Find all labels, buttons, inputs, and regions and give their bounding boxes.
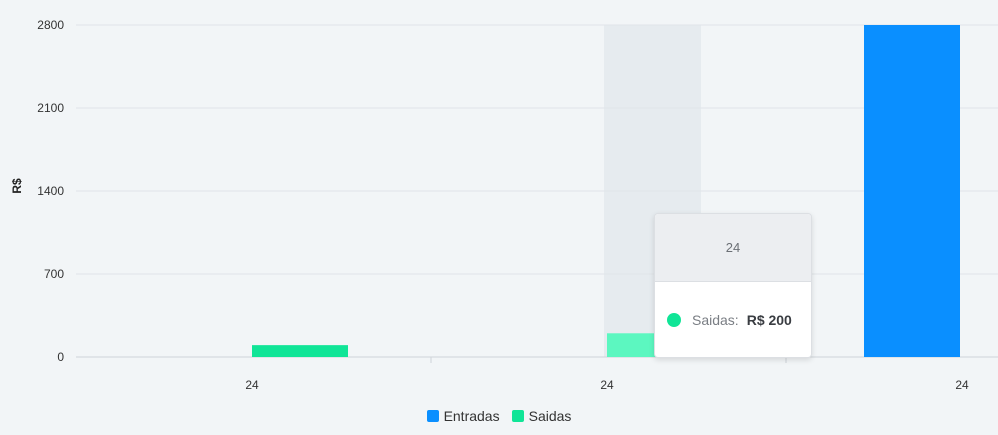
legend-label-saidas: Saidas — [528, 408, 572, 424]
y-tick-label: 1400 — [37, 184, 64, 198]
y-tick-label: 700 — [44, 267, 64, 281]
y-tick-label: 0 — [57, 350, 64, 364]
tooltip-title: 24 — [655, 214, 811, 282]
legend-item-entradas[interactable]: Entradas — [426, 408, 500, 424]
bar-saidas-0 — [252, 345, 348, 357]
x-tick-label: 24 — [955, 378, 969, 392]
legend-item-saidas[interactable]: Saidas — [511, 408, 572, 424]
tooltip-value: R$ 200 — [746, 311, 792, 328]
y-tick-label: 2100 — [37, 101, 64, 115]
bar-entradas-2 — [864, 25, 960, 357]
legend-label-entradas: Entradas — [443, 408, 500, 424]
chart-tooltip: 24 Saidas: R$ 200 — [654, 213, 812, 358]
tooltip-marker-icon — [667, 312, 681, 327]
legend-swatch-saidas — [511, 410, 524, 422]
chart-legend: Entradas Saidas — [0, 408, 998, 424]
tooltip-series-label: Saidas: — [692, 311, 739, 328]
y-axis-title: R$ — [10, 178, 24, 194]
x-tick-label: 24 — [245, 378, 259, 392]
y-tick-label: 2800 — [37, 18, 64, 32]
legend-swatch-entradas — [426, 410, 439, 422]
x-tick-label: 24 — [600, 378, 614, 392]
tooltip-body: Saidas: R$ 200 — [655, 282, 811, 357]
